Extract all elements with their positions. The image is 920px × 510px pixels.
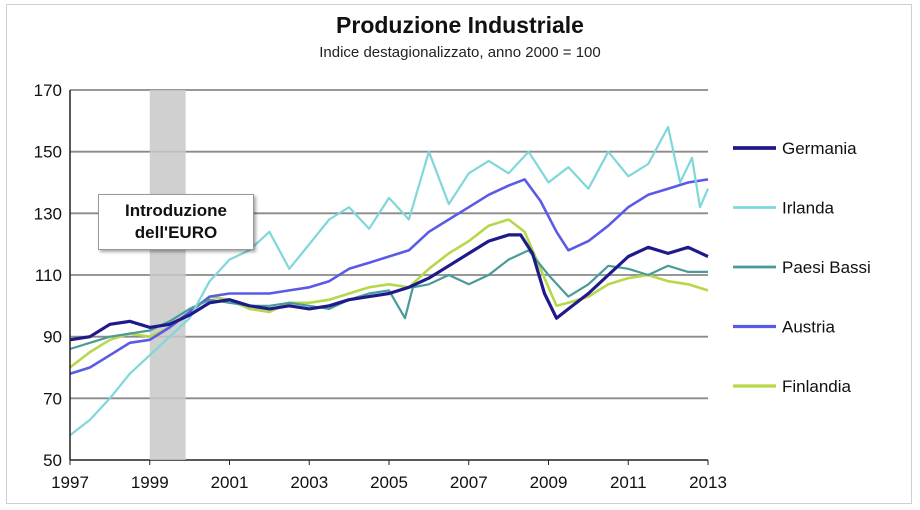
chart-subtitle: Indice destagionalizzato, anno 2000 = 10…: [319, 44, 601, 61]
y-tick-label-90: 90: [43, 328, 62, 347]
legend-label-germania: Germania: [782, 139, 857, 158]
x-tick-label-2011: 2011: [610, 473, 647, 492]
series-layer: [69, 125, 710, 437]
x-tick-label-2007: 2007: [450, 473, 488, 492]
euro-shaded-band: [149, 90, 186, 460]
y-tick-label-170: 170: [34, 81, 62, 100]
legend-layer: Germania Irlanda Paesi Bassi Austria Finland…: [733, 139, 871, 396]
shade-layer: [149, 90, 186, 460]
legend-label-austria: Austria: [782, 318, 835, 337]
series-line-germania: [69, 233, 709, 342]
x-tick-label-2009: 2009: [530, 473, 568, 492]
x-tick-label-1997: 1997: [51, 473, 89, 492]
legend-label-irlanda: Irlanda: [782, 199, 835, 218]
y-tick-label-50: 50: [43, 451, 62, 470]
y-tick-label-130: 130: [34, 204, 62, 223]
x-tick-label-2003: 2003: [290, 473, 328, 492]
x-tick-label-2001: 2001: [211, 473, 249, 492]
axis-layer: 50 70 90 110 130 150 170 1997 1999 2001 2003 2005 20…: [34, 81, 727, 492]
euro-introduction-annotation: Introduzione dell'EURO: [98, 194, 254, 250]
y-tick-label-70: 70: [43, 389, 62, 408]
legend-label-paesi-bassi: Paesi Bassi: [782, 258, 871, 277]
series-line-irlanda: [69, 125, 710, 437]
chart-title: Produzione Industriale: [336, 12, 584, 38]
x-tick-label-1999: 1999: [131, 473, 169, 492]
y-tick-label-150: 150: [34, 143, 62, 162]
x-tick-label-2005: 2005: [370, 473, 408, 492]
y-tick-label-110: 110: [35, 266, 62, 285]
annotation-line-1: Introduzione: [125, 201, 227, 220]
annotation-line-2: dell'EURO: [134, 223, 218, 242]
x-tick-label-2013: 2013: [689, 473, 727, 492]
legend-label-finlandia: Finlandia: [782, 377, 852, 396]
series-line-paesi-bassi: [69, 249, 708, 351]
